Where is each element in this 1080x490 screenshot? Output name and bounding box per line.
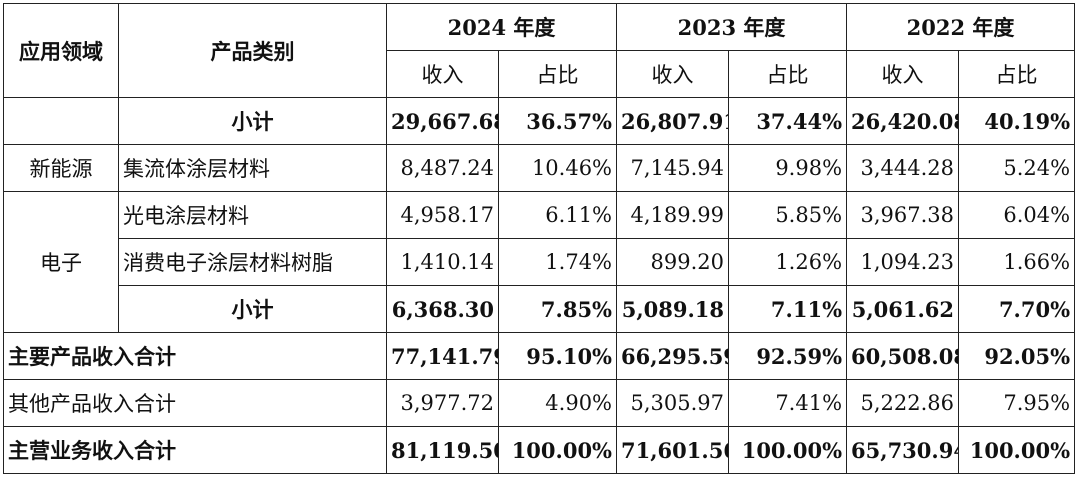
- header-share: 占比: [497, 50, 618, 98]
- header-revenue: 收入: [616, 50, 730, 98]
- table-row-main-total: 主要产品收入合计 77,141.79 95.10% 66,295.59 92.5…: [3, 332, 1076, 380]
- value-cell: 100.00%: [728, 426, 848, 474]
- table-row: 小计 29,667.68 36.57% 26,807.91 37.44% 26,…: [3, 97, 1076, 145]
- value-cell: 5.24%: [958, 144, 1076, 192]
- header-year-2023: 2023 年度: [616, 3, 848, 51]
- value-cell: 77,141.79: [386, 332, 499, 380]
- value-cell: 29,667.68: [386, 97, 499, 145]
- header-revenue: 收入: [386, 50, 499, 98]
- table-row: 新能源 集流体涂层材料 8,487.24 10.46% 7,145.94 9.9…: [3, 144, 1076, 192]
- header-row-years: 应用领域 产品类别 2024 年度 2023 年度 2022 年度: [3, 3, 1076, 98]
- value-cell: 7,145.94: [616, 144, 730, 192]
- value-cell: 4,189.99: [616, 191, 730, 239]
- category-cell: 光电涂层材料: [118, 191, 387, 239]
- value-cell: 6,368.30: [386, 285, 499, 333]
- value-cell: 7.11%: [728, 285, 848, 333]
- revenue-table: 应用领域 产品类别 2024 年度 2023 年度 2022 年度 收入 占比 …: [3, 3, 1076, 474]
- category-cell: 集流体涂层材料: [118, 144, 387, 192]
- total-label: 主要产品收入合计: [3, 332, 387, 380]
- value-cell: 36.57%: [497, 97, 618, 145]
- value-cell: 3,444.28: [846, 144, 960, 192]
- domain-cell: 电子: [3, 191, 119, 333]
- subtotal-label: 小计: [118, 97, 387, 145]
- value-cell: 5,089.18: [616, 285, 730, 333]
- value-cell: 81,119.50: [386, 426, 499, 474]
- header-revenue: 收入: [846, 50, 960, 98]
- value-cell: 60,508.08: [846, 332, 960, 380]
- value-cell: 7.85%: [497, 285, 618, 333]
- value-cell: 899.20: [616, 238, 730, 286]
- value-cell: 3,967.38: [846, 191, 960, 239]
- value-cell: 40.19%: [958, 97, 1076, 145]
- value-cell: 10.46%: [497, 144, 618, 192]
- value-cell: 7.41%: [728, 379, 848, 427]
- value-cell: 1.66%: [958, 238, 1076, 286]
- value-cell: 7.70%: [958, 285, 1076, 333]
- value-cell: 37.44%: [728, 97, 848, 145]
- value-cell: 1,410.14: [386, 238, 499, 286]
- value-cell: 9.98%: [728, 144, 848, 192]
- value-cell: 100.00%: [958, 426, 1076, 474]
- value-cell: 7.95%: [958, 379, 1076, 427]
- category-cell: 消费电子涂层材料树脂: [118, 238, 387, 286]
- value-cell: 5,222.86: [846, 379, 960, 427]
- value-cell: 8,487.24: [386, 144, 499, 192]
- total-label: 主营业务收入合计: [3, 426, 387, 474]
- value-cell: 92.05%: [958, 332, 1076, 380]
- value-cell: 1.26%: [728, 238, 848, 286]
- value-cell: 95.10%: [497, 332, 618, 380]
- value-cell: 5.85%: [728, 191, 848, 239]
- empty-cell: [3, 97, 119, 145]
- value-cell: 92.59%: [728, 332, 848, 380]
- total-label: 其他产品收入合计: [3, 379, 387, 427]
- header-category: 产品类别: [118, 3, 387, 98]
- value-cell: 5,305.97: [616, 379, 730, 427]
- value-cell: 3,977.72: [386, 379, 499, 427]
- value-cell: 71,601.56: [616, 426, 730, 474]
- value-cell: 1.74%: [497, 238, 618, 286]
- header-share: 占比: [728, 50, 848, 98]
- header-year-2024: 2024 年度: [385, 3, 618, 51]
- value-cell: 100.00%: [497, 426, 618, 474]
- header-year-2022: 2022 年度: [846, 3, 1076, 51]
- value-cell: 26,807.91: [616, 97, 730, 145]
- value-cell: 6.11%: [497, 191, 618, 239]
- value-cell: 65,730.94: [846, 426, 960, 474]
- subtotal-label: 小计: [118, 285, 387, 333]
- value-cell: 66,295.59: [616, 332, 730, 380]
- value-cell: 4.90%: [497, 379, 618, 427]
- header-share: 占比: [958, 50, 1076, 98]
- table-row: 消费电子涂层材料树脂 1,410.14 1.74% 899.20 1.26% 1…: [4, 238, 1076, 286]
- value-cell: 1,094.23: [846, 238, 960, 286]
- value-cell: 6.04%: [958, 191, 1076, 239]
- value-cell: 26,420.08: [846, 97, 960, 145]
- table-row: 电子 光电涂层材料 4,958.17 6.11% 4,189.99 5.85% …: [3, 191, 1076, 333]
- header-domain: 应用领域: [3, 3, 119, 98]
- domain-cell: 新能源: [3, 144, 119, 192]
- value-cell: 5,061.62: [846, 285, 960, 333]
- table-row-grand-total: 主营业务收入合计 81,119.50 100.00% 71,601.56 100…: [3, 426, 1076, 474]
- value-cell: 4,958.17: [386, 191, 499, 239]
- table-row-other-total: 其他产品收入合计 3,977.72 4.90% 5,305.97 7.41% 5…: [3, 379, 1076, 427]
- table-row: 小计 6,368.30 7.85% 5,089.18 7.11% 5,061.6…: [4, 285, 1076, 333]
